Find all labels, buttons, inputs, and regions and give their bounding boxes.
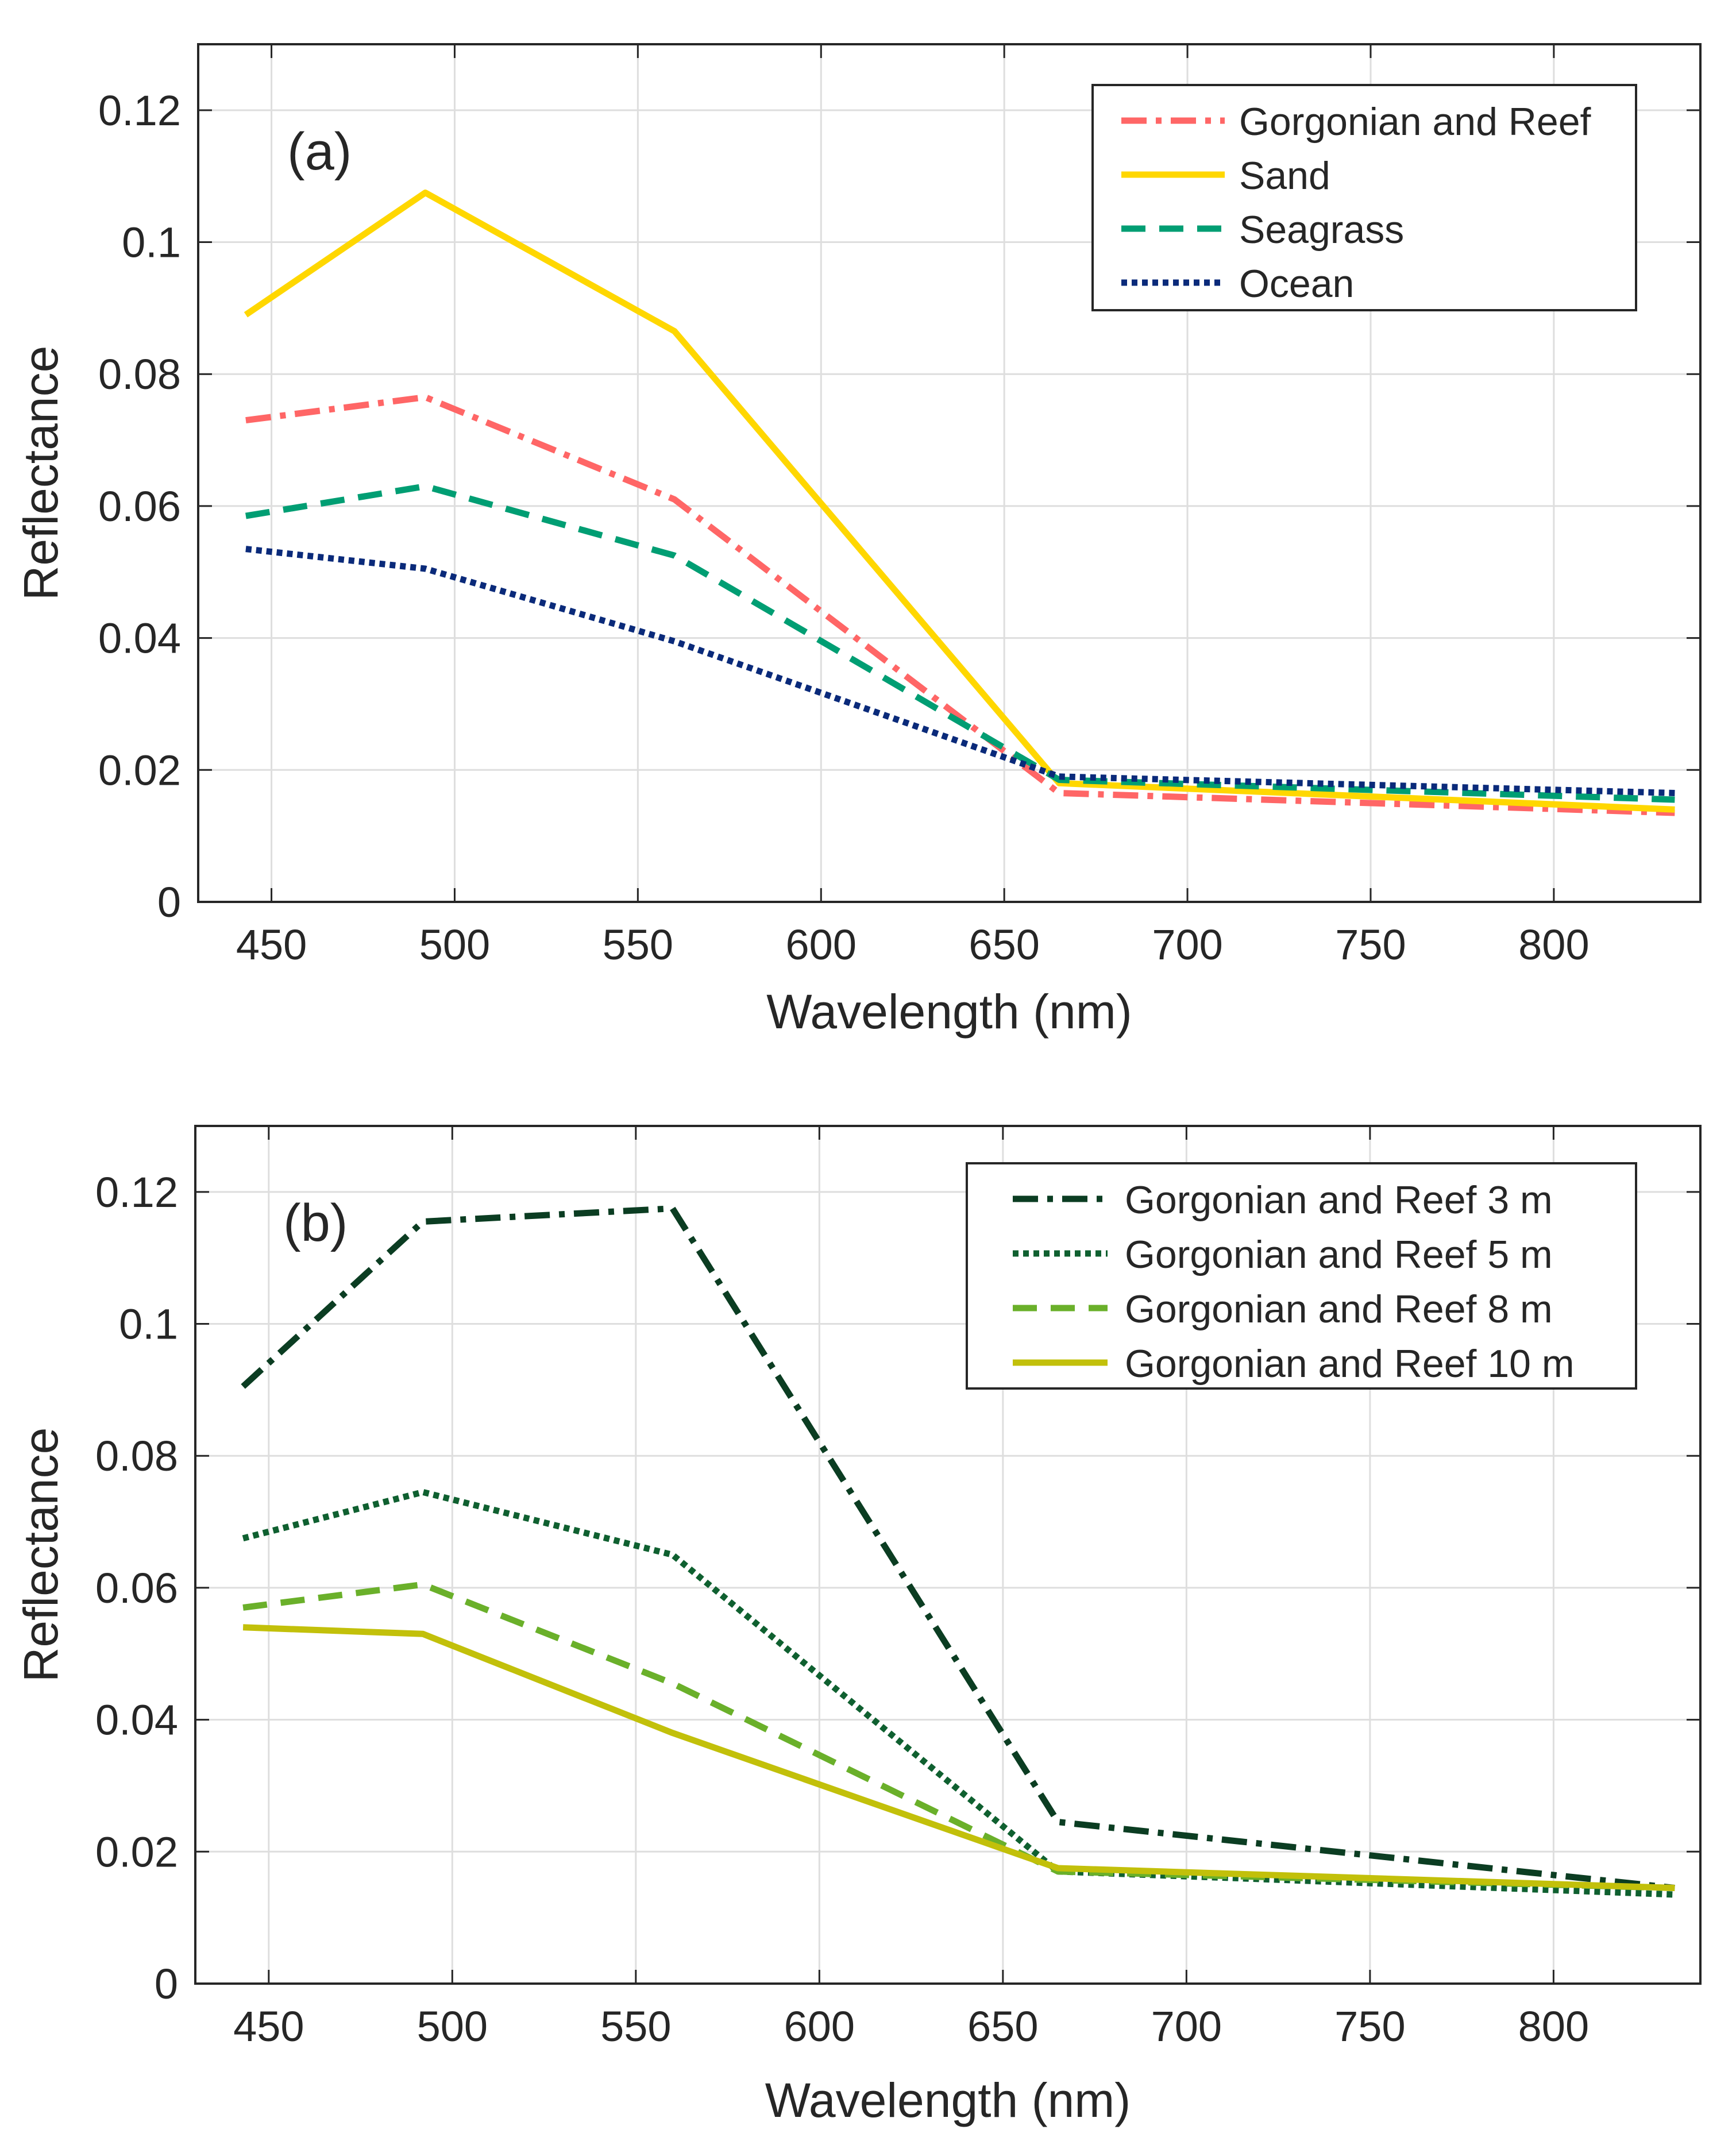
axes-box <box>194 1125 1702 1985</box>
legend-label-3: Seagrass <box>1239 208 1404 252</box>
x-tick-label: 750 <box>1334 2003 1405 2050</box>
x-tick-label: 800 <box>1518 921 1589 969</box>
y-tick-label: 0.1 <box>122 219 181 267</box>
y-tick-label: 0.08 <box>98 350 181 398</box>
x-tick-label: 500 <box>417 2003 488 2050</box>
panel-label: (a) <box>287 122 352 181</box>
x-tick-label: 650 <box>969 921 1039 969</box>
x-tick-label: 450 <box>236 921 307 969</box>
legend-label-2: Sand <box>1239 154 1330 198</box>
y-tick-label: 0.1 <box>119 1301 178 1348</box>
series-line-2 <box>244 189 1675 813</box>
x-tick-label: 600 <box>784 2003 855 2050</box>
x-axis-label: Wavelength (nm) <box>766 985 1132 1039</box>
x-tick-label: 550 <box>600 2003 671 2050</box>
x-tick-label: 650 <box>967 2003 1038 2050</box>
x-tick-label: 700 <box>1152 921 1222 969</box>
chart-panel-b: 450 500 550 600 650 700 750 800 0 0.02 0.04 0.06 0.0… <box>14 1125 1702 2127</box>
x-axis-label: Wavelength (nm) <box>765 2073 1131 2127</box>
y-tick-label: 0.06 <box>95 1564 178 1612</box>
series-line-3 <box>245 483 1675 803</box>
legend-label-1: Gorgonian and Reef <box>1239 100 1591 144</box>
legend-label-1: Gorgonian and Reef 3 m <box>1125 1178 1553 1222</box>
y-tick-label: 0.08 <box>95 1432 178 1480</box>
y-tick-label: 0 <box>157 878 181 926</box>
legend-label-4: Ocean <box>1239 262 1354 306</box>
y-tick-label: 0.12 <box>95 1168 178 1216</box>
y-tick-label: 0.04 <box>95 1696 178 1744</box>
y-axis-label: Reflectance <box>14 346 68 601</box>
legend: Gorgonian and Reef 3 m Gorgonian and Reef… <box>966 1162 1637 1390</box>
x-tick-label: 600 <box>786 921 857 969</box>
y-tick-label: 0.12 <box>98 87 181 134</box>
legend-label-4: Gorgonian and Reef 10 m <box>1125 1342 1575 1386</box>
x-tick-label: 700 <box>1151 2003 1222 2050</box>
axes-box <box>197 43 1702 903</box>
y-tick-label: 0.02 <box>95 1828 178 1876</box>
x-tick-label: 800 <box>1518 2003 1589 2050</box>
y-axis-label: Reflectance <box>14 1428 68 1683</box>
x-tick-label: 450 <box>233 2003 304 2050</box>
legend-label-2: Gorgonian and Reef 5 m <box>1125 1233 1553 1276</box>
x-tick-label: 750 <box>1335 921 1406 969</box>
chart-panel-a: 450 500 550 600 650 700 750 800 0 0.02 0.04 0.06 0.0… <box>14 43 1702 1039</box>
x-tick-label: 550 <box>603 921 673 969</box>
y-tick-label: 0.02 <box>98 746 181 794</box>
panel-label: (b) <box>283 1194 348 1252</box>
series-line-4 <box>242 1624 1675 1891</box>
y-tick-label: 0.04 <box>98 615 181 662</box>
y-tick-label: 0.06 <box>98 483 181 530</box>
legend: Gorgonian and Reef Sand Seagrass Ocean <box>1091 84 1637 311</box>
series-line-1 <box>245 394 1675 816</box>
legend-label-3: Gorgonian and Reef 8 m <box>1125 1287 1553 1331</box>
y-tick-label: 0 <box>155 1960 178 2008</box>
series-line-1 <box>241 1205 1675 1891</box>
x-tick-label: 500 <box>419 921 490 969</box>
